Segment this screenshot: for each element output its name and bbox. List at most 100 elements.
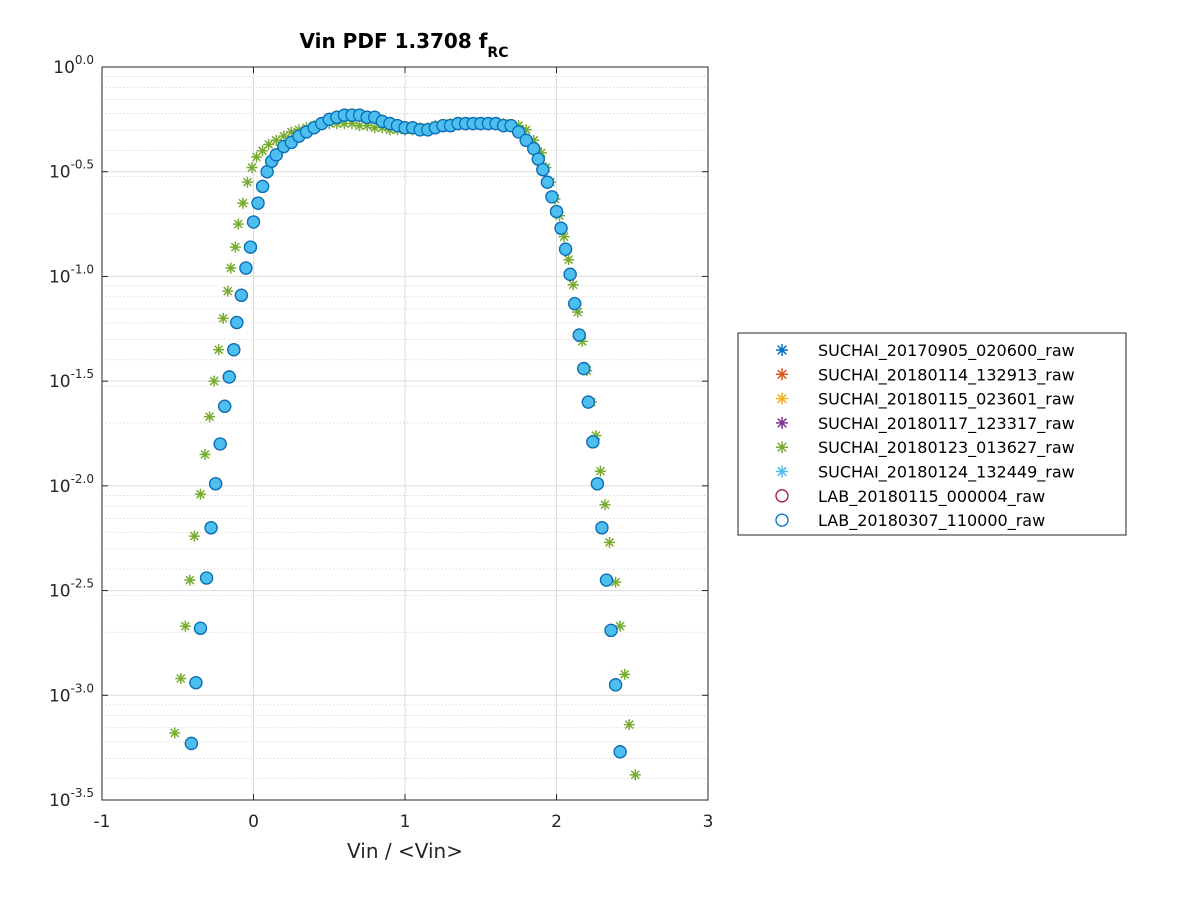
- data-point: [619, 668, 631, 680]
- legend-entry-label: SUCHAI_20180117_123317_raw: [818, 414, 1075, 434]
- data-point: [222, 285, 234, 297]
- data-point: [217, 312, 229, 324]
- series-7: [184, 108, 627, 759]
- data-point: [188, 530, 200, 542]
- legend-marker: [776, 441, 788, 454]
- data-point: [189, 676, 203, 690]
- data-point: [613, 745, 627, 759]
- legend-marker: [776, 368, 788, 381]
- data-point: [175, 673, 187, 685]
- y-tick-label: 100.0: [53, 53, 94, 78]
- x-axis-label: Vin / <Vin>: [347, 839, 463, 863]
- data-point: [204, 521, 218, 535]
- data-point: [558, 242, 573, 256]
- data-point: [208, 477, 223, 491]
- x-tick-label: 3: [703, 812, 714, 832]
- legend-marker: [776, 392, 788, 405]
- y-tick-label: 10-1.5: [49, 367, 94, 392]
- legend: SUCHAI_20170905_020600_raw SUCHAI_2018011…: [737, 332, 1127, 536]
- legend-marker: [775, 489, 789, 503]
- data-point: [184, 736, 199, 751]
- legend-entry-label: SUCHAI_20170905_020600_raw: [818, 341, 1075, 361]
- y-tick-label: 10-0.5: [49, 158, 94, 183]
- data-point: [204, 411, 216, 423]
- data-point: [237, 197, 249, 209]
- legend-marker: [776, 465, 788, 478]
- data-point: [184, 574, 196, 586]
- data-point: [563, 267, 577, 281]
- data-point: [568, 297, 582, 311]
- legend-entry-label: LAB_20180307_110000_raw: [818, 511, 1045, 531]
- data-point: [519, 133, 533, 147]
- data-point: [229, 241, 241, 253]
- data-point: [554, 221, 568, 235]
- data-point: [218, 399, 232, 413]
- data-point: [269, 148, 283, 162]
- data-point: [590, 477, 605, 491]
- data-point: [251, 196, 265, 210]
- data-point: [599, 499, 611, 511]
- legend-entry-label: SUCHAI_20180114_132913_raw: [818, 365, 1075, 385]
- data-point: [549, 204, 564, 219]
- x-tick-label: -1: [94, 812, 111, 832]
- data-point: [594, 465, 606, 477]
- data-point: [194, 488, 206, 500]
- legend-entry-label: SUCHAI_20180115_023601_raw: [818, 390, 1075, 410]
- data-point: [563, 254, 575, 266]
- data-point: [511, 125, 526, 139]
- y-tick-label: 10-2.5: [49, 577, 94, 602]
- data-point: [536, 162, 550, 177]
- legend-entry-label: SUCHAI_20180123_013627_raw: [818, 438, 1075, 458]
- legend-marker: [775, 513, 789, 527]
- legend-box: [737, 332, 1127, 536]
- x-tick-label: 0: [248, 812, 259, 832]
- data-point: [629, 769, 641, 781]
- chart-title-subscript: RC: [487, 45, 508, 61]
- x-tick-label: 1: [400, 812, 411, 832]
- data-point: [227, 343, 241, 357]
- legend-entry-label: SUCHAI_20180124_132449_raw: [818, 463, 1075, 483]
- data-point: [572, 328, 586, 342]
- data-point: [179, 620, 191, 632]
- tick-layer: 100.0 10-0.5 10-1.0 10-1.5 10-2.0 10-2.5 10-3.…: [49, 53, 713, 832]
- legend-marker: [776, 416, 788, 429]
- data-point: [577, 361, 591, 376]
- data-point: [169, 727, 181, 739]
- data-point: [604, 536, 616, 548]
- data-point: [540, 175, 555, 189]
- data-point: [208, 375, 220, 387]
- chart-title: Vin PDF 1.3708 fRC: [300, 29, 509, 61]
- legend-entry-label: LAB_20180115_000004_raw: [818, 487, 1045, 507]
- data-point: [586, 435, 600, 449]
- data-point: [608, 678, 623, 692]
- data-point: [263, 138, 275, 150]
- data-point: [239, 261, 253, 275]
- marker-layer: [169, 108, 641, 781]
- data-point: [232, 218, 244, 230]
- y-tick-label: 10-3.0: [49, 681, 94, 706]
- legend-marker: [776, 344, 788, 356]
- data-point: [246, 215, 261, 229]
- data-point: [193, 621, 208, 635]
- y-tick-label: 10-1.0: [49, 262, 94, 287]
- y-tick-label: 10-2.0: [49, 472, 94, 497]
- data-point: [230, 315, 244, 330]
- data-point: [255, 179, 270, 194]
- data-point: [604, 623, 618, 638]
- data-point: [234, 288, 249, 302]
- data-point: [199, 448, 211, 460]
- data-point: [213, 344, 225, 356]
- data-point: [623, 719, 635, 731]
- data-point: [545, 190, 559, 204]
- data-point: [241, 176, 253, 188]
- data-point: [225, 262, 237, 274]
- data-point: [222, 370, 236, 384]
- data-point: [595, 521, 609, 535]
- data-point: [599, 573, 614, 587]
- data-point: [199, 571, 214, 585]
- data-point: [567, 279, 579, 291]
- data-point: [213, 437, 227, 451]
- x-tick-label: 2: [551, 812, 562, 832]
- data-point: [243, 240, 258, 254]
